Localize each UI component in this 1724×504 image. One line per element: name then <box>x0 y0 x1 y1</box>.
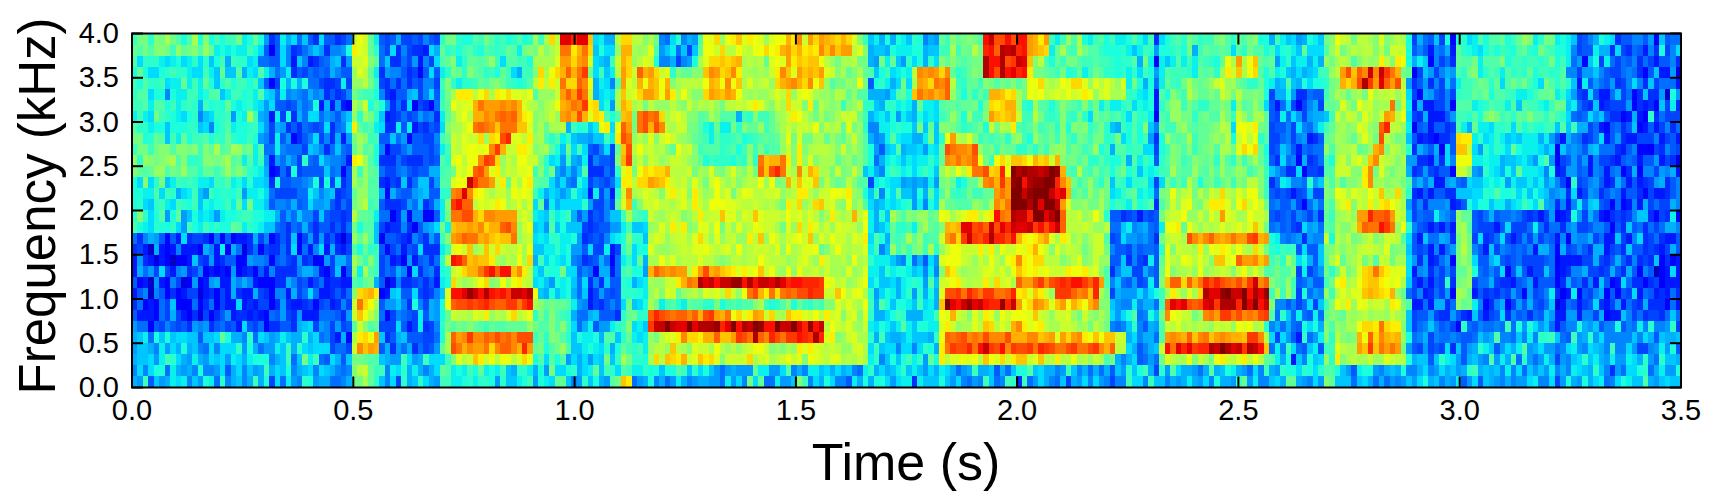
svg-text:0.0: 0.0 <box>79 371 119 403</box>
svg-text:0.5: 0.5 <box>79 327 119 359</box>
svg-text:2.0: 2.0 <box>997 394 1037 426</box>
svg-text:3.5: 3.5 <box>1661 394 1701 426</box>
svg-text:1.5: 1.5 <box>776 394 816 426</box>
svg-text:3.0: 3.0 <box>1440 394 1480 426</box>
svg-text:1.0: 1.0 <box>554 394 594 426</box>
svg-text:2.5: 2.5 <box>1218 394 1258 426</box>
svg-text:4.0: 4.0 <box>79 17 119 49</box>
svg-text:Time (s): Time (s) <box>812 433 1001 491</box>
svg-text:0.5: 0.5 <box>333 394 373 426</box>
svg-text:3.0: 3.0 <box>79 106 119 138</box>
svg-text:1.5: 1.5 <box>79 238 119 270</box>
svg-text:1.0: 1.0 <box>79 283 119 315</box>
svg-text:Frequency (kHz): Frequency (kHz) <box>9 18 66 395</box>
svg-text:2.0: 2.0 <box>79 194 119 226</box>
svg-text:3.5: 3.5 <box>79 61 119 93</box>
svg-text:2.5: 2.5 <box>79 150 119 182</box>
